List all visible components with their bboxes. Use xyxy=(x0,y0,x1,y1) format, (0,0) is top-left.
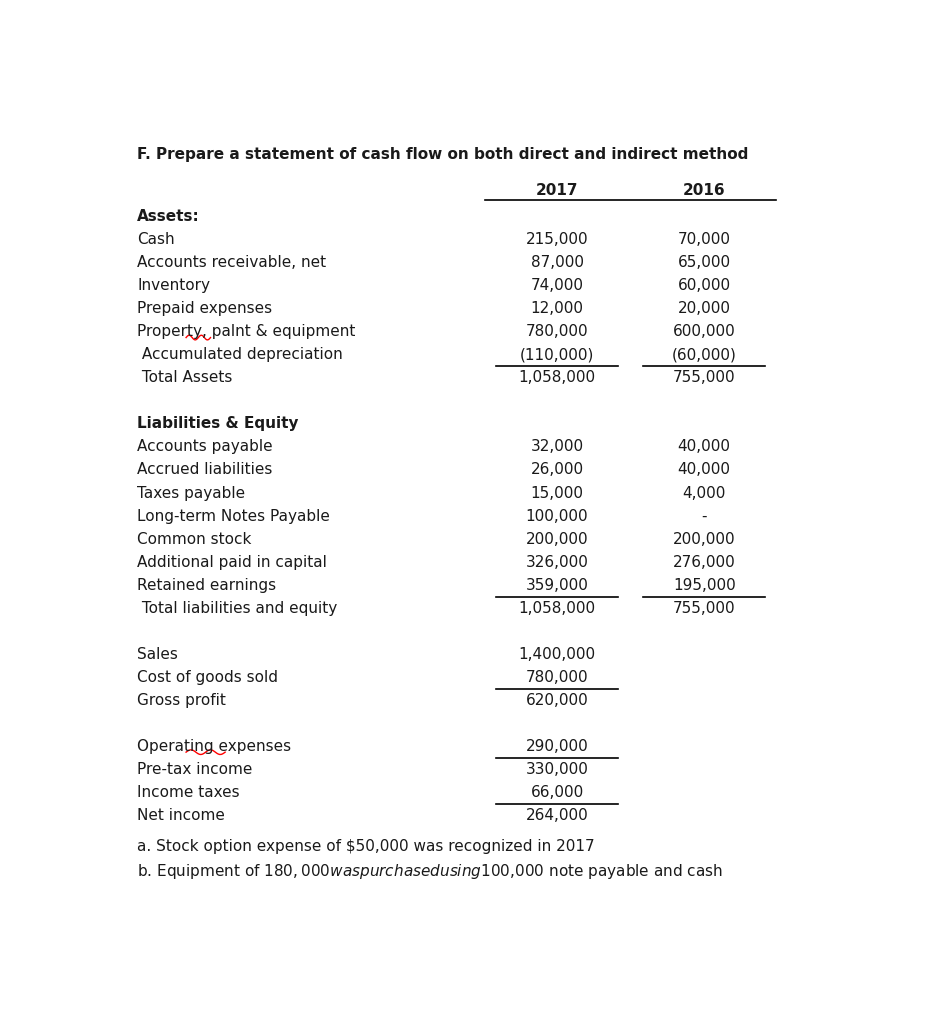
Text: 1,058,000: 1,058,000 xyxy=(519,370,595,385)
Text: 780,000: 780,000 xyxy=(526,324,588,340)
Text: Liabilities & Equity: Liabilities & Equity xyxy=(137,417,299,431)
Text: 2017: 2017 xyxy=(536,183,579,198)
Text: 326,000: 326,000 xyxy=(526,555,589,570)
Text: 60,000: 60,000 xyxy=(678,278,731,293)
Text: 65,000: 65,000 xyxy=(678,256,731,270)
Text: b. Equipment of $180,000 was purchased using $100,000 note payable and cash: b. Equipment of $180,000 was purchased u… xyxy=(137,862,723,881)
Text: Net income: Net income xyxy=(137,808,225,823)
Text: 215,000: 215,000 xyxy=(526,232,588,247)
Text: -: - xyxy=(702,509,707,523)
Text: (110,000): (110,000) xyxy=(519,348,594,362)
Text: Property, palnt & equipment: Property, palnt & equipment xyxy=(137,324,356,340)
Text: a. Stock option expense of $50,000 was recognized in 2017: a. Stock option expense of $50,000 was r… xyxy=(137,839,594,854)
Text: 74,000: 74,000 xyxy=(531,278,583,293)
Text: 40,000: 40,000 xyxy=(678,462,731,478)
Text: Cost of goods sold: Cost of goods sold xyxy=(137,670,279,684)
Text: 755,000: 755,000 xyxy=(673,600,735,615)
Text: 195,000: 195,000 xyxy=(673,578,735,592)
Text: 200,000: 200,000 xyxy=(526,531,588,547)
Text: 40,000: 40,000 xyxy=(678,439,731,454)
Text: Accumulated depreciation: Accumulated depreciation xyxy=(137,348,343,362)
Text: Taxes payable: Taxes payable xyxy=(137,486,245,501)
Text: Income taxes: Income taxes xyxy=(137,785,240,800)
Text: Long-term Notes Payable: Long-term Notes Payable xyxy=(137,509,331,523)
Text: 2016: 2016 xyxy=(682,183,726,198)
Text: 1,058,000: 1,058,000 xyxy=(519,600,595,615)
Text: 100,000: 100,000 xyxy=(526,509,588,523)
Text: 755,000: 755,000 xyxy=(673,370,735,385)
Text: 12,000: 12,000 xyxy=(531,301,583,316)
Text: Total liabilities and equity: Total liabilities and equity xyxy=(137,600,338,615)
Text: Total Assets: Total Assets xyxy=(137,370,232,385)
Text: 290,000: 290,000 xyxy=(526,739,589,753)
Text: 70,000: 70,000 xyxy=(678,232,731,247)
Text: Accounts receivable, net: Accounts receivable, net xyxy=(137,256,326,270)
Text: Operating expenses: Operating expenses xyxy=(137,739,292,753)
Text: Sales: Sales xyxy=(137,647,178,662)
Text: 264,000: 264,000 xyxy=(526,808,589,823)
Text: 620,000: 620,000 xyxy=(526,693,589,708)
Text: F. Prepare a statement of cash flow on both direct and indirect method: F. Prepare a statement of cash flow on b… xyxy=(137,147,748,161)
Text: Inventory: Inventory xyxy=(137,278,210,293)
Text: 200,000: 200,000 xyxy=(673,531,735,547)
Text: Accounts payable: Accounts payable xyxy=(137,439,273,454)
Text: 600,000: 600,000 xyxy=(673,324,735,340)
Text: Additional paid in capital: Additional paid in capital xyxy=(137,555,327,570)
Text: 276,000: 276,000 xyxy=(673,555,735,570)
Text: Cash: Cash xyxy=(137,232,175,247)
Text: 780,000: 780,000 xyxy=(526,670,588,684)
Text: 87,000: 87,000 xyxy=(531,256,583,270)
Text: 66,000: 66,000 xyxy=(531,785,583,800)
Text: Pre-tax income: Pre-tax income xyxy=(137,762,253,777)
Text: Gross profit: Gross profit xyxy=(137,693,226,708)
Text: 4,000: 4,000 xyxy=(682,486,726,501)
Text: 330,000: 330,000 xyxy=(526,762,589,777)
Text: Common stock: Common stock xyxy=(137,531,252,547)
Text: (60,000): (60,000) xyxy=(671,348,737,362)
Text: 20,000: 20,000 xyxy=(678,301,731,316)
Text: 359,000: 359,000 xyxy=(526,578,589,592)
Text: Prepaid expenses: Prepaid expenses xyxy=(137,301,272,316)
Text: Retained earnings: Retained earnings xyxy=(137,578,276,592)
Text: Assets:: Assets: xyxy=(137,209,200,224)
Text: 15,000: 15,000 xyxy=(531,486,583,501)
Text: Accrued liabilities: Accrued liabilities xyxy=(137,462,272,478)
Text: 26,000: 26,000 xyxy=(531,462,583,478)
Text: 32,000: 32,000 xyxy=(531,439,583,454)
Text: 1,400,000: 1,400,000 xyxy=(519,647,595,662)
